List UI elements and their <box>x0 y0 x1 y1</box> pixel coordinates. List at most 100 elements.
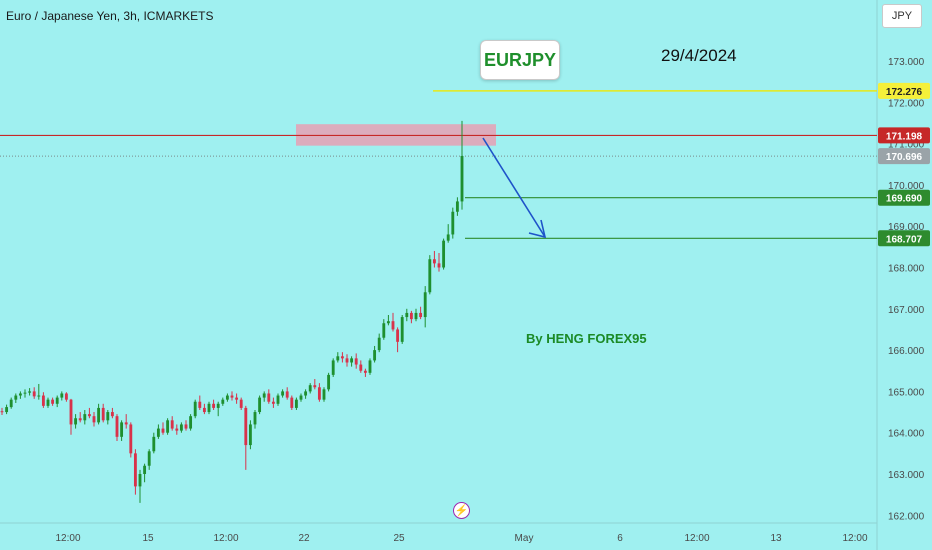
author-annotation: By HENG FOREX95 <box>526 331 647 346</box>
price-label-bg <box>878 127 930 144</box>
candle-body <box>28 391 32 393</box>
candle-body <box>69 399 73 425</box>
y-tick-label: 163.000 <box>888 470 925 481</box>
currency-selector[interactable]: JPY <box>882 4 922 28</box>
candle-body <box>419 312 423 318</box>
candle-body <box>276 395 280 404</box>
candle-body <box>239 399 243 408</box>
candle-body <box>350 358 354 363</box>
candle-body <box>133 453 137 487</box>
candle-body <box>9 399 13 408</box>
y-tick-label: 173.000 <box>888 57 925 68</box>
y-tick-label: 170.000 <box>888 181 925 192</box>
candle-body <box>405 312 409 318</box>
candle-body <box>437 263 441 268</box>
candle-body <box>391 321 395 330</box>
candle-body <box>41 395 45 406</box>
candle-body <box>331 360 335 375</box>
candle-body <box>396 329 400 342</box>
price-label-bg <box>878 189 930 206</box>
candle-body <box>0 411 4 413</box>
candle-body <box>248 424 252 446</box>
candle-body <box>106 412 110 421</box>
price-label-bg <box>878 230 930 247</box>
candle-body <box>170 420 174 429</box>
x-tick-label: 15 <box>142 533 154 544</box>
down-arrow-head <box>528 219 547 239</box>
candle-body <box>271 401 275 404</box>
candle-body <box>129 424 133 454</box>
candle-body <box>124 422 128 425</box>
candle-body <box>207 403 211 413</box>
price-label: 172.276 <box>886 87 923 98</box>
y-tick-label: 167.000 <box>888 305 925 316</box>
candle-body <box>202 407 206 413</box>
candle-body <box>46 399 50 406</box>
candle-body <box>92 416 96 423</box>
y-tick-label: 165.000 <box>888 387 925 398</box>
candle-body <box>179 424 183 431</box>
candle-body <box>225 395 229 400</box>
candle-body <box>230 395 234 398</box>
x-tick-label: 6 <box>617 533 623 544</box>
candle-body <box>455 201 459 212</box>
candle-body <box>198 401 202 408</box>
y-tick-label: 168.000 <box>888 264 925 275</box>
candle-body <box>354 358 358 365</box>
y-tick-label: 172.000 <box>888 98 925 109</box>
candle-body <box>322 389 326 400</box>
y-tick-label: 166.000 <box>888 346 925 357</box>
candle-body <box>345 358 349 363</box>
candle-body <box>212 403 216 408</box>
y-tick-label: 162.000 <box>888 511 925 522</box>
candle-body <box>340 356 344 359</box>
candle-body <box>115 416 119 437</box>
candle-body <box>235 397 239 400</box>
candle-body <box>37 395 41 397</box>
candle-body <box>23 392 27 394</box>
x-tick-label: 12:00 <box>55 533 80 544</box>
candle-body <box>290 397 294 408</box>
candle-body <box>446 234 450 241</box>
candle-body <box>359 364 363 371</box>
candle-body <box>304 391 308 396</box>
candle-body <box>294 399 298 408</box>
candle-body <box>382 323 386 338</box>
candle-body <box>156 428 160 437</box>
candle-body <box>327 374 331 390</box>
price-label: 170.696 <box>886 152 923 163</box>
candle-body <box>138 474 142 487</box>
price-label: 168.707 <box>886 234 923 245</box>
price-label-bg <box>878 82 930 99</box>
candle-body <box>120 422 124 437</box>
candle-body <box>18 393 22 396</box>
candle-body <box>281 391 285 396</box>
date-annotation: 29/4/2024 <box>661 46 737 65</box>
candle-body <box>432 259 436 264</box>
candle-body <box>55 397 59 404</box>
candle-body <box>51 399 55 404</box>
candle-body <box>97 407 101 423</box>
candle-body <box>460 155 464 202</box>
symbol-title: Euro / Japanese Yen, 3h, ICMARKETS <box>6 9 214 23</box>
candle-body <box>313 385 317 388</box>
candle-body <box>147 451 151 466</box>
lightning-bolt-icon[interactable]: ⚡ <box>453 502 470 519</box>
candle-body <box>32 391 36 397</box>
candle-body <box>64 393 68 400</box>
down-arrow-line <box>482 137 546 238</box>
candle-body <box>428 259 432 293</box>
candle-body <box>14 395 18 400</box>
candle-body <box>166 420 170 433</box>
price-label: 169.690 <box>886 194 923 205</box>
candle-body <box>74 418 78 425</box>
candle-body <box>423 292 427 318</box>
candle-body <box>216 403 220 408</box>
x-tick-label: 13 <box>770 533 782 544</box>
candle-body <box>442 240 446 268</box>
candle-body <box>193 401 197 417</box>
candle-body <box>143 465 147 474</box>
candle-body <box>363 370 367 373</box>
candle-body <box>175 428 179 431</box>
